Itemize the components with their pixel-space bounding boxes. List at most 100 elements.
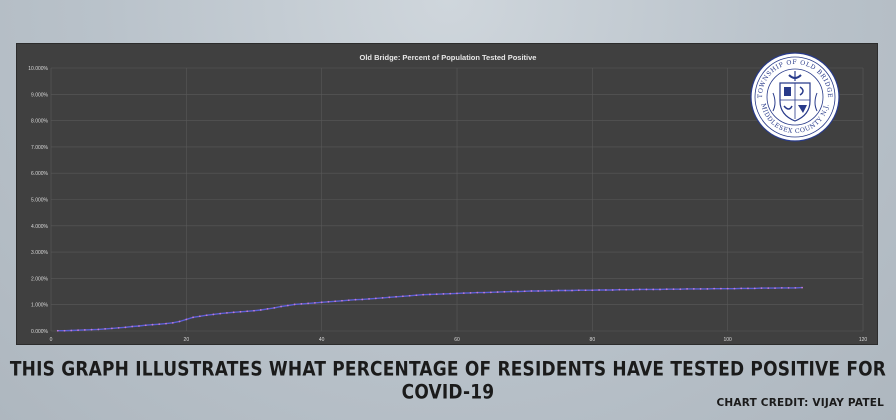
data-point [198,315,201,318]
data-point [320,301,323,304]
data-point [571,289,573,292]
data-point [510,290,513,293]
y-tick-label: 9.000% [31,92,49,98]
data-point [665,288,668,291]
data-point [158,323,161,326]
data-point [293,303,296,306]
data-point [192,316,195,319]
data-point [638,288,641,291]
data-point [577,289,580,292]
chart-frame: Old Bridge: Percent of Population Tested… [16,43,878,345]
data-point [604,289,607,291]
data-point [774,287,776,290]
data-point [442,293,445,295]
data-point [753,287,756,290]
data-point [611,289,614,291]
data-point [354,298,357,301]
data-point [138,325,140,327]
data-point [489,291,492,294]
y-tick-label: 0.000% [31,329,49,335]
data-point [327,300,330,303]
gridlines [50,67,864,332]
x-tick-label: 120 [859,337,868,343]
data-point [523,290,526,293]
data-point [219,312,222,315]
data-point [422,293,425,296]
data-point [632,288,634,291]
chart-credit: CHART CREDIT: VIJAY PATEL [716,397,884,409]
data-point [591,289,594,292]
data-point [131,325,134,328]
y-tick-label: 7.000% [31,145,49,151]
series-markers [56,286,803,332]
data-point [672,288,675,291]
data-point [341,299,343,302]
data-point [388,296,391,299]
x-tick-label: 100 [723,337,732,343]
data-point [469,291,472,294]
data-point [476,291,479,294]
data-point [720,287,722,290]
data-point [713,287,716,290]
x-tick-label: 20 [184,337,190,343]
data-point [767,287,770,290]
data-point [726,287,729,290]
data-point [124,326,127,329]
data-point [706,288,709,290]
data-point [246,310,249,313]
data-point [63,329,66,332]
data-point [178,320,181,323]
x-tick-label: 60 [454,337,460,343]
data-point [205,314,208,317]
axes: 0.000% 1.000% 2.000% 3.000% 4.000% 5.000% 6.00… [28,66,867,343]
data-point [144,324,147,327]
data-point [259,309,262,311]
data-point [760,287,763,290]
x-tick-label: 80 [590,337,596,343]
data-point [462,292,465,295]
data-point [659,288,661,291]
data-point [239,310,242,313]
data-point [70,329,73,332]
data-point [537,290,540,292]
data-point [368,298,370,300]
data-point [165,322,167,325]
data-point [496,291,499,293]
data-point [266,308,269,310]
data-point [151,323,154,326]
data-point [517,290,519,293]
x-tick-label: 40 [319,337,325,343]
data-point [300,303,303,305]
data-point [645,288,648,291]
data-point [801,286,803,289]
data-point [111,327,113,330]
data-point [584,289,587,292]
data-point [429,293,431,296]
data-point [232,311,235,314]
data-point [77,329,79,332]
y-tick-label: 5.000% [31,198,49,204]
chart-title: Old Bridge: Percent of Population Tested… [360,53,537,62]
data-point [449,292,452,295]
data-point [401,295,404,298]
data-point [381,296,384,299]
data-point [787,286,790,289]
y-tick-label: 4.000% [31,224,49,230]
data-point [686,288,688,290]
data-point [733,287,736,290]
township-seal-logo: TOWNSHIP OF OLD BRIDGE MIDDLESEX COUNTY … [750,52,840,142]
data-point [104,327,107,330]
data-point [699,288,702,290]
data-point [56,329,59,332]
data-point [185,318,188,321]
y-tick-label: 3.000% [31,250,49,256]
data-point [273,306,276,309]
data-point [794,286,797,289]
data-point [408,294,411,297]
y-tick-label: 6.000% [31,171,49,177]
data-point [117,326,120,329]
data-point [503,290,506,293]
data-point [361,298,364,301]
data-point [286,304,289,307]
data-point [530,290,533,292]
